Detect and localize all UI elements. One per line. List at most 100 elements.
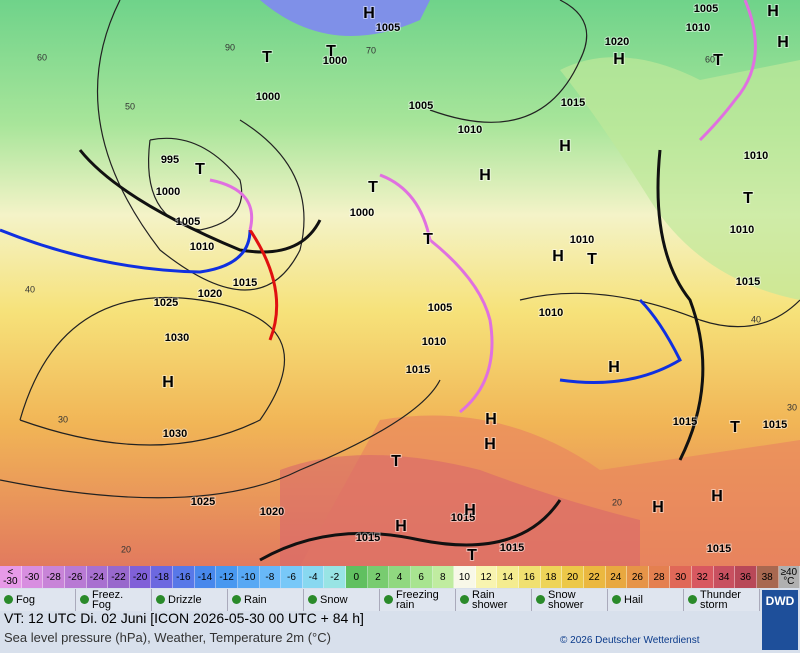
pressure-label: 1015 [763,419,787,431]
scale-cell: 20 [562,566,584,588]
scale-cell: 38 [756,566,779,588]
pressure-label: 1015 [406,364,430,376]
pressure-label: 1020 [198,288,222,300]
pressure-label: 1010 [458,124,482,136]
latitude-label: 70 [366,45,376,55]
latitude-label: 50 [125,101,135,111]
map-labels: 1005 1010 1005 1020 1000 1000 1005 1015 1010 995 1… [25,2,797,565]
legend-item: Snow [304,589,380,611]
warm-front [248,229,279,341]
pressure-label: 1000 [323,55,347,67]
pressure-center: H [363,5,375,22]
scale-cell: -8 [259,566,282,588]
scale-cell: -10 [237,566,260,588]
pressure-label: 1010 [686,22,710,34]
scale-cell: -30 [21,566,44,588]
copyright: © 2026 Deutscher Wetterdienst [560,635,700,646]
scale-cell: -16 [173,566,195,588]
pressure-center: T [743,190,753,207]
pressure-center: H [777,34,789,51]
scale-cell: 34 [713,566,736,588]
scale-cell: -6 [281,566,303,588]
latitude-label: 90 [225,42,235,52]
scale-cell: 28 [648,566,671,588]
latitude-label: 60 [37,52,47,62]
scale-cell: -26 [64,566,87,588]
pressure-label: 1010 [744,150,768,162]
scale-cell: 32 [692,566,714,588]
description: Sea level pressure (hPa), Weather, Tempe… [4,630,331,645]
legend-item: Hail [608,589,684,611]
pressure-center: T [262,49,272,66]
pressure-center: H [485,411,497,428]
pressure-center: T [730,419,740,436]
cold-region [260,0,430,36]
scale-cell: 12 [475,566,498,588]
scale-cell: 36 [735,566,757,588]
pressure-label: 1000 [156,186,180,198]
pressure-label: 1015 [673,416,697,428]
pressure-center: T [195,161,205,178]
latitude-label: 20 [612,497,622,507]
scale-cell: < -30 [0,566,22,588]
pressure-label: 1015 [736,276,760,288]
pressure-label: 1005 [409,100,433,112]
pressure-label: 1010 [570,234,594,246]
pressure-center: T [326,43,336,60]
scale-cell: -2 [324,566,346,588]
scale-cell: 6 [410,566,433,588]
scale-cell: -24 [86,566,109,588]
scale-cell: 18 [540,566,563,588]
pressure-center: T [368,179,378,196]
legend-item: Snow shower [532,589,608,611]
pressure-label: 1030 [165,332,189,344]
pressure-label: 1015 [356,532,380,544]
latitude-label: 30 [58,414,68,424]
pressure-center: H [652,499,664,516]
scale-cell: 26 [627,566,649,588]
scale-cell: 24 [605,566,628,588]
pressure-label: 1015 [561,97,585,109]
warm-green-region [560,57,800,301]
pressure-label: 1015 [451,512,475,524]
latitude-label: 40 [25,284,35,294]
pressure-label: 1020 [605,36,629,48]
scale-cell: -14 [194,566,217,588]
latitude-label: 60 [705,54,715,64]
hottest-region [280,455,640,566]
pressure-label: 1015 [233,277,257,289]
pressure-center: H [395,518,407,535]
scale-cell: 22 [583,566,606,588]
pressure-center: T [713,52,723,69]
pressure-label: 1000 [350,207,374,219]
scale-cell: 4 [389,566,411,588]
scale-cell: -22 [108,566,130,588]
scale-cell: -4 [302,566,325,588]
latitude-label: 20 [121,544,131,554]
legend-item: Drizzle [152,589,228,611]
scale-cell: -28 [43,566,65,588]
pressure-center: H [711,488,723,505]
legend-item: Freez. Fog [76,589,152,611]
scale-cell: 10 [454,566,476,588]
scale-cell: -12 [216,566,238,588]
pressure-label: 1020 [260,506,284,518]
legend-item: Rain shower [456,589,532,611]
pressure-center: H [767,3,779,20]
scale-cell: -18 [151,566,173,588]
cold-front [0,228,252,274]
trough-lines [78,149,705,562]
scale-cell: 30 [670,566,692,588]
pressure-label: 1000 [256,91,280,103]
pressure-label: 1010 [190,241,214,253]
pressure-center: T [423,231,433,248]
scale-cell: 16 [519,566,541,588]
pressure-center: T [391,453,401,470]
pressure-center: H [552,248,564,265]
scale-cell: ≥40 °C [778,566,800,588]
pressure-label: 1015 [500,542,524,554]
scale-cell: -20 [129,566,152,588]
occluded-front [209,178,254,231]
pressure-center: T [467,547,477,564]
